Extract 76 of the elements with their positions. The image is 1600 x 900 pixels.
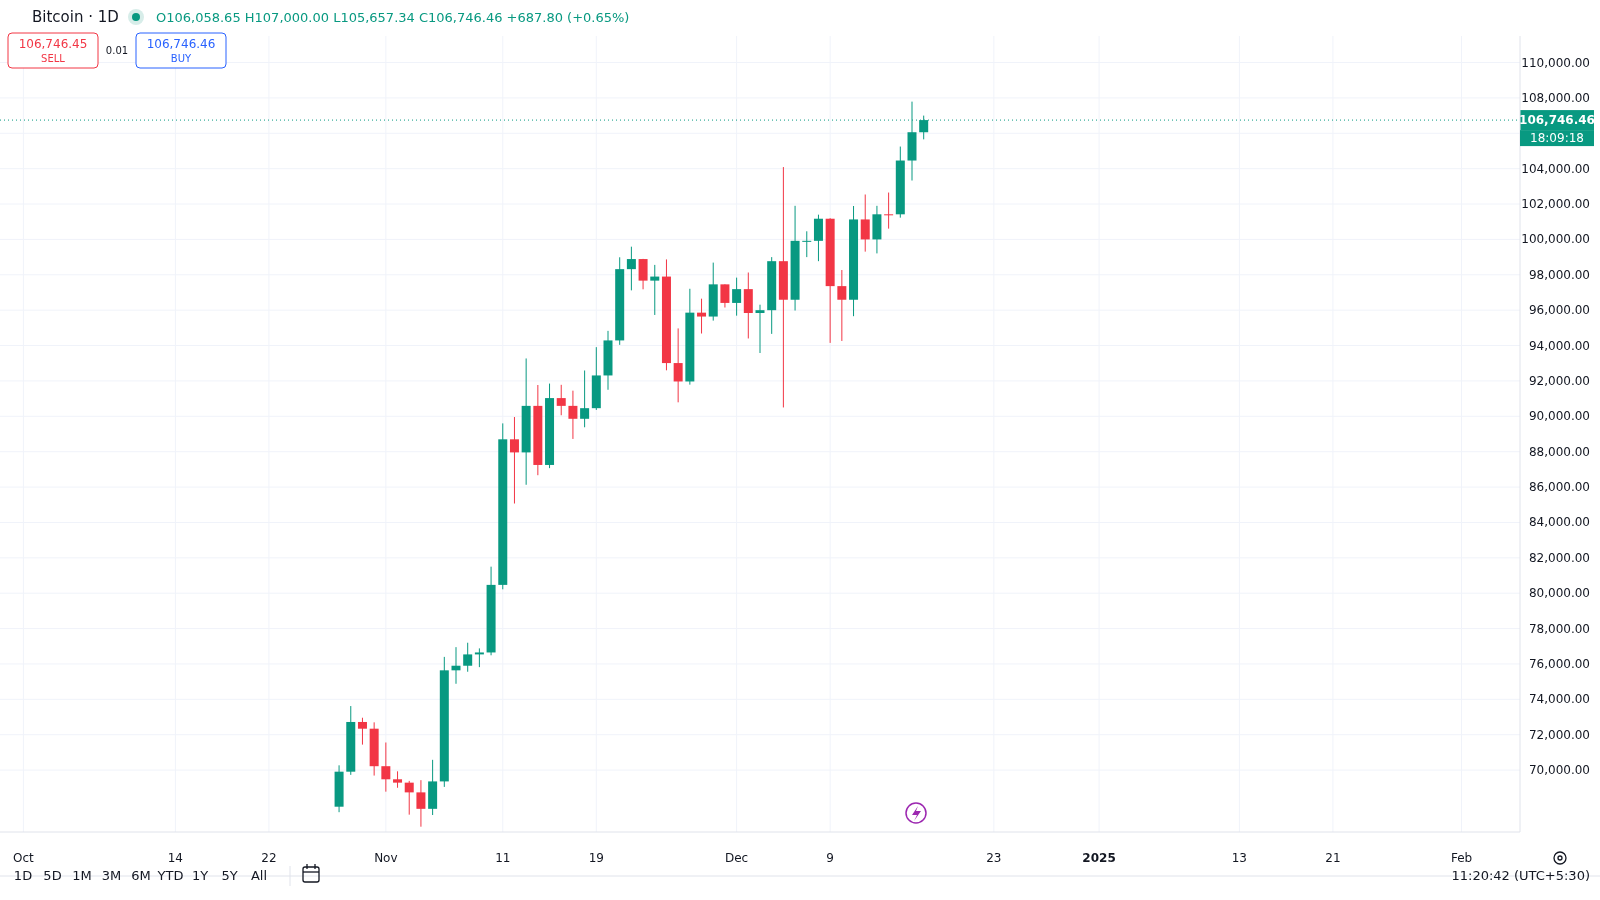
y-tick-label: 80,000.00 xyxy=(1528,586,1590,601)
candlestick xyxy=(568,390,578,440)
x-tick-label: 14 xyxy=(167,851,184,865)
annotation: 0.01 xyxy=(105,45,129,56)
text: 3M xyxy=(101,868,122,883)
candlestick xyxy=(381,741,391,793)
text: 1Y xyxy=(191,868,209,883)
candlestick xyxy=(673,327,683,403)
candlestick xyxy=(650,264,660,316)
x-tick-label: 13 xyxy=(1231,851,1248,865)
y-tick-label: 108,000.00 xyxy=(1521,90,1590,105)
x-tick-label: 19 xyxy=(588,851,604,865)
y-tick-label: 74,000.00 xyxy=(1528,692,1590,707)
annotation: BUY xyxy=(170,53,193,64)
candlestick xyxy=(580,370,590,428)
candlestick xyxy=(404,780,414,816)
candlestick xyxy=(837,269,847,342)
y-tick-label: 102,000.00 xyxy=(1521,197,1590,212)
y-tick-label: 88,000.00 xyxy=(1528,444,1590,459)
x-tick-label: Nov xyxy=(374,851,398,865)
y-tick-label: 72,000.00 xyxy=(1528,727,1590,742)
y-tick-label: 84,000.00 xyxy=(1528,515,1590,530)
candlestick xyxy=(463,642,473,673)
x-tick-label: Oct xyxy=(13,851,35,865)
text: 5Y xyxy=(221,868,238,883)
y-tick-label: 98,000.00 xyxy=(1528,267,1590,282)
text: YTD xyxy=(156,868,184,883)
candlestick xyxy=(813,214,823,262)
x-tick-label: 11 xyxy=(495,851,511,865)
y-tick-label: 92,000.00 xyxy=(1528,373,1590,388)
text: All xyxy=(250,868,268,883)
y-tick-label: 90,000.00 xyxy=(1528,409,1590,424)
y-tick-label: 100,000.00 xyxy=(1521,232,1590,247)
text: 11:20:42 (UTC+5:30) xyxy=(1451,868,1590,883)
candlestick xyxy=(732,277,742,317)
chart-title: Bitcoin · 1D xyxy=(32,8,119,26)
candlestick xyxy=(860,193,870,253)
candlestick xyxy=(474,647,484,668)
candlestick xyxy=(626,246,636,291)
candlestick xyxy=(802,230,812,258)
candlestick xyxy=(357,717,367,746)
y-tick-label: 76,000.00 xyxy=(1528,656,1590,671)
candlestick xyxy=(509,416,519,505)
text: 1M xyxy=(72,868,92,883)
x-tick-label: 23 xyxy=(986,851,1002,865)
y-tick-label: 70,000.00 xyxy=(1528,763,1590,778)
candlestick xyxy=(720,283,730,309)
candlestick xyxy=(884,192,894,230)
x-tick-label: Dec xyxy=(725,851,749,865)
candlestick xyxy=(416,779,426,828)
text: 18:09:18 xyxy=(1530,131,1584,146)
y-tick-label: 104,000.00 xyxy=(1521,161,1590,176)
candlestick xyxy=(743,272,753,339)
y-tick-label: 82,000.00 xyxy=(1528,550,1590,565)
text: 1D xyxy=(13,868,33,883)
ref-line-label: 106,746.46 xyxy=(1519,113,1595,128)
candlestick xyxy=(638,258,648,290)
candlestick xyxy=(697,298,707,335)
x-tick-label: 9 xyxy=(826,851,834,865)
x-tick-label: 22 xyxy=(261,851,277,865)
y-tick-label: 94,000.00 xyxy=(1528,338,1590,353)
candlestick xyxy=(755,304,765,354)
annotation: 106,746.45 xyxy=(18,37,88,51)
y-tick-label: 78,000.00 xyxy=(1528,621,1590,636)
annotation: SELL xyxy=(41,53,66,64)
chart-subtitle: O106,058.65 H107,000.00 L105,657.34 C106,746.46 +687.80 (+0.65%) xyxy=(156,10,630,25)
text: 5D xyxy=(43,868,62,883)
x-tick-label: 21 xyxy=(1325,851,1341,865)
y-tick-label: 96,000.00 xyxy=(1528,303,1590,318)
y-tick-label: 110,000.00 xyxy=(1521,55,1590,70)
candlestick xyxy=(556,384,566,416)
x-tick-label: Feb xyxy=(1450,851,1473,865)
x-tick-label: 2025 xyxy=(1082,851,1116,865)
text: 6M xyxy=(131,868,151,883)
y-tick-label: 86,000.00 xyxy=(1528,480,1590,495)
annotation: 106,746.46 xyxy=(146,37,216,51)
